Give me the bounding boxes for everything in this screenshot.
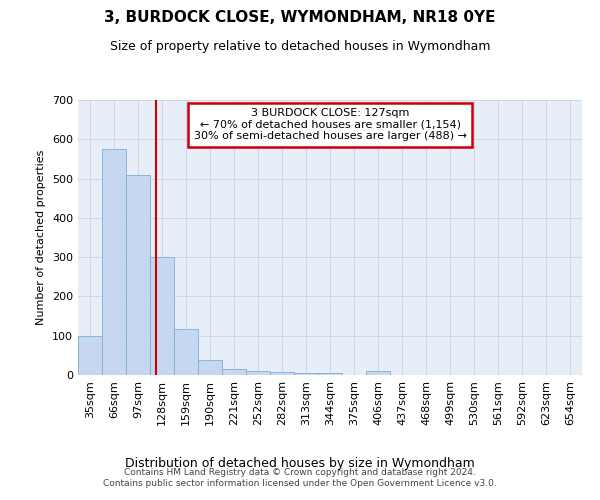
Text: 3, BURDOCK CLOSE, WYMONDHAM, NR18 0YE: 3, BURDOCK CLOSE, WYMONDHAM, NR18 0YE [104,10,496,25]
Bar [294,373,318,375]
Bar [198,360,222,375]
Bar [78,336,102,375]
Bar [366,371,390,375]
Bar [174,328,198,375]
Text: Contains HM Land Registry data © Crown copyright and database right 2024.
Contai: Contains HM Land Registry data © Crown c… [103,468,497,487]
Bar [246,371,270,375]
Text: Size of property relative to detached houses in Wymondham: Size of property relative to detached ho… [110,40,490,53]
Bar [150,257,174,375]
Bar [102,149,126,375]
Text: 3 BURDOCK CLOSE: 127sqm
← 70% of detached houses are smaller (1,154)
30% of semi: 3 BURDOCK CLOSE: 127sqm ← 70% of detache… [193,108,467,142]
Bar [270,372,294,375]
Y-axis label: Number of detached properties: Number of detached properties [37,150,46,325]
Bar [222,369,246,375]
Bar [126,174,150,375]
Text: Distribution of detached houses by size in Wymondham: Distribution of detached houses by size … [125,457,475,470]
Bar [318,373,342,375]
